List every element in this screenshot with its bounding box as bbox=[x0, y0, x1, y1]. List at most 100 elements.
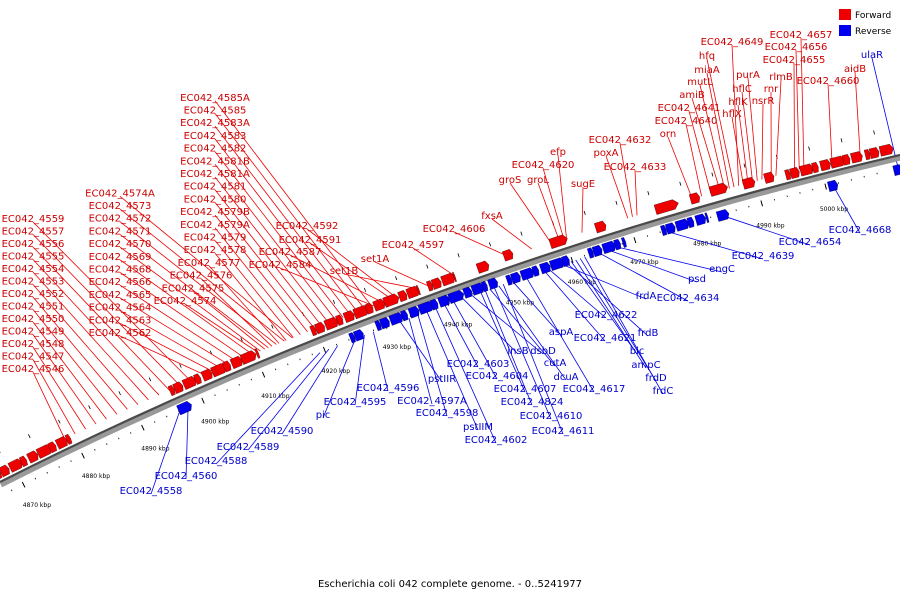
minor-tick bbox=[154, 421, 156, 423]
reverse-gene-block bbox=[374, 319, 382, 332]
label-connector bbox=[800, 37, 805, 169]
forward-grid-tick bbox=[240, 337, 243, 342]
label-connector bbox=[184, 303, 258, 353]
gene-label-ec042-4583a: EC042_4583A bbox=[180, 118, 250, 129]
minor-tick bbox=[274, 368, 277, 371]
reverse-gene-block bbox=[621, 237, 627, 248]
reverse-gene-block bbox=[704, 212, 710, 223]
legend-reverse-label: Reverse bbox=[855, 27, 892, 37]
gene-label-ec042-4582: EC042_4582 bbox=[184, 144, 247, 155]
forward-gene-block bbox=[440, 272, 455, 287]
legend: Forward Reverse bbox=[839, 9, 892, 37]
forward-grid-tick bbox=[332, 299, 336, 304]
tick-label: 4910 kbp bbox=[261, 393, 289, 400]
label-connector bbox=[214, 202, 315, 330]
tick-label: 4990 kbp bbox=[756, 223, 784, 230]
label-connector bbox=[32, 221, 191, 382]
gene-label-ec042-4597a: EC042_4597A bbox=[397, 396, 467, 407]
gene-label-ec042-4589: EC042_4589 bbox=[217, 442, 280, 453]
reverse-gene-block bbox=[892, 164, 900, 176]
reverse-gene-block bbox=[480, 280, 489, 293]
label-connector bbox=[699, 84, 726, 190]
label-connector bbox=[871, 57, 899, 170]
gene-label-ec042-4569: EC042_4569 bbox=[89, 252, 152, 263]
backbone-line bbox=[0, 153, 900, 483]
forward-gene-block bbox=[819, 159, 831, 172]
gene-label-ec042-4592: EC042_4592 bbox=[276, 221, 339, 232]
minor-tick bbox=[130, 432, 132, 434]
label-connector bbox=[444, 304, 479, 368]
forward-gene-block bbox=[0, 471, 3, 479]
label-connector-layer bbox=[32, 37, 899, 495]
label-connector bbox=[412, 247, 455, 277]
gene-label-ec042-4578: EC042_4578 bbox=[184, 245, 247, 256]
gene-label-ec042-4655: EC042_4655 bbox=[763, 55, 826, 66]
major-tick bbox=[322, 346, 327, 353]
forward-gene-block bbox=[789, 167, 800, 179]
gene-label-ec042-4583: EC042_4583 bbox=[184, 131, 247, 142]
tick-label: 4880 kbp bbox=[82, 473, 110, 480]
forward-gene-block bbox=[452, 271, 457, 283]
gene-label-ec042-4656: EC042_4656 bbox=[765, 42, 828, 53]
label-connector bbox=[731, 44, 740, 186]
forward-grid-tick bbox=[363, 287, 367, 292]
label-connector bbox=[309, 242, 392, 300]
major-tick bbox=[21, 481, 26, 488]
gene-label-ec042-4634: EC042_4634 bbox=[657, 293, 720, 304]
reverse-gene-block bbox=[664, 222, 676, 235]
forward-gene-block bbox=[229, 355, 243, 370]
gene-label-ec042-4610: EC042_4610 bbox=[520, 411, 583, 422]
reverse-gene-block bbox=[407, 305, 420, 319]
forward-grid-tick bbox=[873, 130, 875, 135]
gene-label-efp: efp bbox=[550, 147, 566, 158]
gene-label-blc: blc bbox=[630, 346, 645, 357]
forward-grid-tick bbox=[743, 163, 746, 168]
gene-label-ec042-4547: EC042_4547 bbox=[2, 352, 65, 363]
tick-label: 4940 kbp bbox=[444, 321, 472, 328]
gene-label-set1b: set1B bbox=[330, 266, 359, 277]
label-connector bbox=[691, 97, 721, 192]
forward-gene-block bbox=[415, 285, 421, 296]
label-connector bbox=[491, 218, 533, 250]
forward-gene-block bbox=[64, 433, 73, 445]
label-connector bbox=[306, 228, 397, 298]
label-connector bbox=[832, 185, 861, 234]
forward-grid-tick bbox=[647, 191, 650, 196]
label-connector bbox=[667, 136, 693, 200]
label-connector bbox=[32, 334, 97, 425]
label-connector bbox=[214, 100, 373, 307]
gene-label-ec042-4604: EC042_4604 bbox=[466, 371, 529, 382]
label-connector bbox=[214, 227, 301, 335]
label-connector bbox=[761, 103, 764, 180]
gene-label-ec042-4649: EC042_4649 bbox=[701, 37, 764, 48]
label-connector bbox=[741, 91, 754, 183]
gene-label-ec042-4574: EC042_4574 bbox=[154, 296, 217, 307]
reverse-gene-block bbox=[660, 224, 668, 236]
forward-gene-block bbox=[799, 163, 814, 177]
tick-label: 4960 kbp bbox=[568, 279, 596, 286]
label-connector bbox=[570, 261, 638, 355]
gene-label-ec042-4639: EC042_4639 bbox=[732, 251, 795, 262]
tick-layer: 4870 kbp 4880 kbp 4890 kbp 4900 kbp 4910 kbp… bbox=[0, 130, 878, 509]
reverse-gene-block bbox=[388, 312, 404, 326]
gene-label-rlmb: rlmB bbox=[769, 72, 793, 83]
gene-label-miaa: miaA bbox=[694, 65, 720, 76]
gene-label-fxsa: fxsA bbox=[481, 211, 503, 222]
label-connector bbox=[706, 72, 730, 189]
label-connector bbox=[731, 116, 744, 185]
gene-label-dcua: dcuA bbox=[553, 372, 578, 383]
label-connector bbox=[119, 246, 261, 352]
label-connector bbox=[214, 164, 337, 321]
gene-label-frdd: frdD bbox=[645, 373, 667, 384]
gene-label-hflc: hflC bbox=[732, 84, 752, 95]
reverse-gene-block bbox=[531, 265, 540, 277]
label-connector bbox=[542, 167, 565, 239]
major-tick bbox=[141, 424, 145, 431]
forward-gene-block bbox=[239, 350, 257, 365]
forward-grid-tick bbox=[679, 181, 682, 186]
label-connector bbox=[493, 287, 552, 420]
label-connector bbox=[435, 308, 497, 444]
gene-label-ec042-4557: EC042_4557 bbox=[2, 227, 65, 238]
gene-label-ec042-4581: EC042_4581 bbox=[184, 182, 247, 193]
